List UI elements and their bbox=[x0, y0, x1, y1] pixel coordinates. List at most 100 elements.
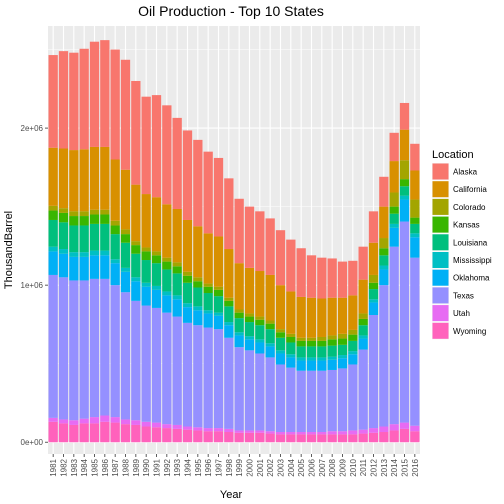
bar-segment-california-1987 bbox=[110, 159, 120, 221]
bar-segment-oklahoma-2001 bbox=[255, 342, 265, 354]
bar-segment-alaska-2011 bbox=[358, 246, 368, 280]
legend-label-louisiana: Louisiana bbox=[453, 238, 488, 247]
bar-segment-oklahoma-2009 bbox=[337, 358, 348, 369]
bar-segment-california-2016 bbox=[410, 170, 420, 200]
bar-segment-texas-1998 bbox=[224, 337, 234, 429]
bar-segment-louisiana-2004 bbox=[286, 342, 296, 355]
bar-segment-alaska-2013 bbox=[379, 176, 389, 207]
bar-segment-utah-2008 bbox=[327, 431, 337, 435]
bar-segment-colorado-1981 bbox=[48, 205, 58, 211]
bar-segment-kansas-2010 bbox=[348, 334, 358, 341]
bar-segment-colorado-1999 bbox=[234, 309, 244, 313]
bar-segment-alaska-2001 bbox=[255, 211, 265, 272]
x-tick-label: 1994 bbox=[184, 458, 193, 476]
bar-segment-louisiana-2007 bbox=[317, 346, 327, 358]
bar-segment-utah-2001 bbox=[255, 430, 265, 433]
x-tick-label: 2003 bbox=[277, 458, 286, 476]
bar-segment-louisiana-1989 bbox=[131, 253, 141, 278]
bar-segment-louisiana-1982 bbox=[58, 222, 69, 250]
bar-segment-wyoming-2004 bbox=[286, 434, 296, 443]
bar-segment-oklahoma-2005 bbox=[296, 360, 306, 371]
bar-segment-alaska-1984 bbox=[79, 48, 89, 150]
bar-segment-louisiana-2013 bbox=[379, 255, 389, 266]
bar-segment-louisiana-2000 bbox=[244, 322, 255, 337]
bar-segment-wyoming-2008 bbox=[327, 434, 337, 443]
bar-segment-alaska-1985 bbox=[89, 41, 100, 147]
bar-segment-wyoming-1981 bbox=[48, 421, 58, 443]
bar-segment-louisiana-1984 bbox=[79, 225, 89, 253]
bar-segment-wyoming-1997 bbox=[213, 431, 224, 443]
bar-segment-utah-1998 bbox=[224, 428, 234, 433]
bar-segment-california-2004 bbox=[286, 291, 296, 334]
bar-segment-wyoming-1987 bbox=[110, 422, 120, 443]
x-tick-label: 2015 bbox=[401, 458, 410, 476]
bar-segment-utah-2000 bbox=[244, 430, 255, 433]
legend-label-mississippi: Mississippi bbox=[453, 256, 492, 265]
bar-segment-oklahoma-2011 bbox=[358, 338, 368, 350]
bar-segment-utah-1983 bbox=[69, 420, 79, 425]
bar-segment-wyoming-1996 bbox=[203, 431, 213, 443]
bar-segment-wyoming-2005 bbox=[296, 434, 306, 443]
bar-segment-texas-1986 bbox=[100, 278, 110, 416]
bar-segment-oklahoma-2014 bbox=[389, 227, 399, 247]
bar-segment-colorado-1983 bbox=[69, 211, 79, 217]
bar-segment-colorado-1994 bbox=[182, 271, 193, 276]
bar-segment-kansas-1997 bbox=[213, 289, 224, 297]
bar-segment-alaska-2014 bbox=[389, 132, 399, 162]
bar-segment-colorado-1997 bbox=[213, 286, 224, 290]
bar-segment-mississippi-1986 bbox=[100, 250, 110, 256]
bar-segment-utah-1985 bbox=[89, 417, 100, 424]
bar-segment-kansas-1992 bbox=[162, 261, 172, 270]
bar-segment-california-2011 bbox=[358, 279, 368, 314]
bar-segment-texas-2006 bbox=[306, 370, 317, 433]
bar-segment-colorado-1985 bbox=[89, 209, 100, 215]
bar-segment-wyoming-1991 bbox=[151, 427, 162, 443]
bar-segment-texas-2010 bbox=[348, 364, 358, 431]
bar-segment-colorado-1986 bbox=[100, 209, 110, 215]
bar-segment-mississippi-1983 bbox=[69, 252, 79, 257]
x-tick-label: 1995 bbox=[194, 458, 203, 476]
bar-segment-texas-2011 bbox=[358, 349, 368, 430]
legend-swatch-mississippi bbox=[432, 252, 449, 268]
bar-segment-mississippi-1982 bbox=[58, 249, 69, 254]
bar-segment-alaska-2007 bbox=[317, 257, 327, 299]
bar-segment-texas-1985 bbox=[89, 278, 100, 418]
bar-segment-utah-2014 bbox=[389, 424, 399, 431]
x-tick-label: 2000 bbox=[246, 458, 255, 476]
bar-segment-utah-1994 bbox=[182, 426, 193, 430]
bar-segment-california-2003 bbox=[275, 285, 286, 330]
bar-segment-california-2015 bbox=[399, 129, 410, 161]
bar-segment-texas-1993 bbox=[172, 316, 182, 425]
bar-segment-wyoming-1989 bbox=[131, 424, 141, 443]
bar-segment-utah-2006 bbox=[306, 432, 317, 435]
bar-segment-texas-2014 bbox=[389, 246, 399, 425]
bar-segment-kansas-1990 bbox=[141, 251, 151, 261]
bar-segment-kansas-1985 bbox=[89, 214, 100, 224]
bar-segment-oklahoma-1989 bbox=[131, 281, 141, 301]
bar-segment-utah-2004 bbox=[286, 432, 296, 435]
bar-segment-oklahoma-1994 bbox=[182, 307, 193, 323]
bar-segment-louisiana-1985 bbox=[89, 223, 100, 251]
x-tick-label: 1998 bbox=[225, 458, 234, 476]
bar-segment-utah-1988 bbox=[120, 419, 131, 425]
bar-segment-mississippi-1998 bbox=[224, 322, 234, 326]
bar-segment-california-1991 bbox=[151, 197, 162, 252]
bar-segment-kansas-2013 bbox=[379, 248, 389, 256]
bar-segment-colorado-2005 bbox=[296, 337, 306, 341]
bar-segment-oklahoma-1998 bbox=[224, 325, 234, 338]
bar-segment-colorado-1992 bbox=[162, 257, 172, 262]
bar-segment-louisiana-2010 bbox=[348, 340, 358, 352]
legend: Location Alaska California Colorado Kansas L… bbox=[432, 149, 492, 340]
bar-segment-louisiana-2001 bbox=[255, 325, 265, 340]
bar-segment-oklahoma-1982 bbox=[58, 253, 69, 278]
bar-segment-louisiana-1983 bbox=[69, 225, 79, 253]
bar-segment-utah-2005 bbox=[296, 432, 306, 435]
bar-segment-kansas-1991 bbox=[151, 255, 162, 264]
bar-segment-kansas-2014 bbox=[389, 206, 399, 214]
bar-segment-louisiana-2006 bbox=[306, 346, 317, 358]
bar-segment-louisiana-1991 bbox=[151, 263, 162, 286]
bar-segment-wyoming-2010 bbox=[348, 434, 358, 443]
bar-segment-alaska-2008 bbox=[327, 258, 337, 298]
x-tick-label: 1987 bbox=[111, 458, 120, 476]
